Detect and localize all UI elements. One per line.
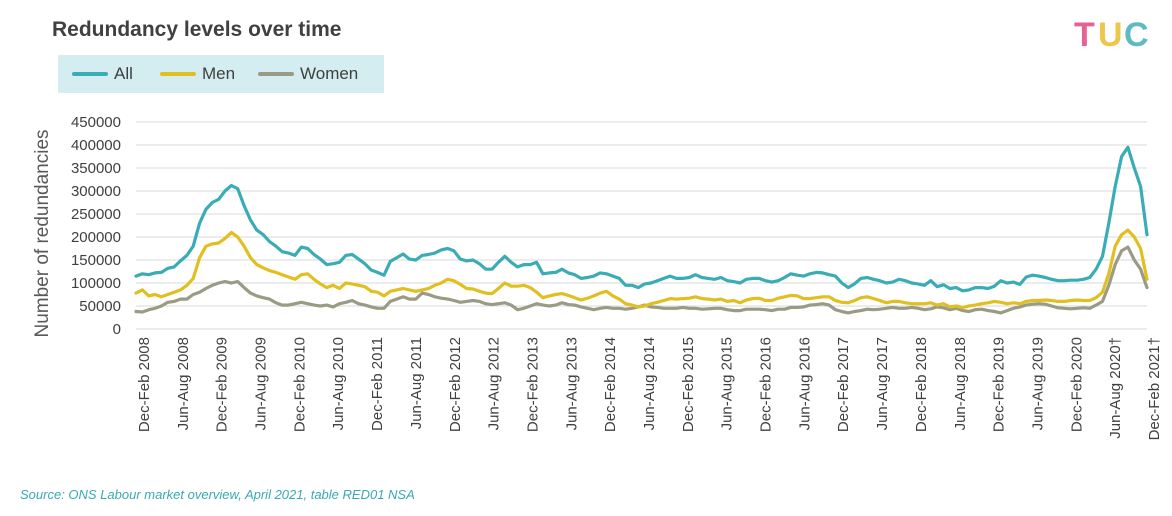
legend-item-men: Men <box>160 63 235 85</box>
x-tick-label: Dec-Feb 2014 <box>602 337 619 432</box>
y-tick-label: 0 <box>113 321 121 338</box>
legend-label-all: All <box>114 64 133 83</box>
x-tick-label: Dec-Feb 2009 <box>214 337 231 432</box>
x-tick-label: Dec-Feb 2010 <box>291 337 308 432</box>
y-tick-label: 200000 <box>71 229 121 246</box>
logo-letter-t: T <box>1074 16 1095 52</box>
x-tick-label: Jun-Aug 2020† <box>1107 337 1124 439</box>
x-tick-label: Jun-Aug 2008 <box>175 337 192 430</box>
legend-label-women: Women <box>300 64 359 83</box>
x-tick-label: Dec-Feb 2016 <box>758 337 775 432</box>
legend-item-all: All <box>72 63 133 85</box>
y-tick-label: 400000 <box>71 137 121 154</box>
x-tick-label: Jun-Aug 2019 <box>1029 337 1046 430</box>
x-tick-label: Dec-Feb 2012 <box>447 337 464 432</box>
y-tick-label: 450000 <box>71 114 121 131</box>
chart-legend: All Men Women <box>58 55 384 93</box>
y-tick-label: 250000 <box>71 206 121 223</box>
x-tick-label: Jun-Aug 2015 <box>719 337 736 430</box>
legend-swatch-all <box>72 72 108 76</box>
legend-item-women: Women <box>258 63 358 85</box>
source-note: Source: ONS Labour market overview, Apri… <box>20 487 415 502</box>
x-tick-label: Dec-Feb 2015 <box>680 337 697 432</box>
legend-label-men: Men <box>202 64 236 83</box>
x-tick-label: Jun-Aug 2011 <box>408 337 425 429</box>
y-tick-label: 350000 <box>71 160 121 177</box>
x-tick-label: Dec-Feb 2018 <box>913 337 930 432</box>
x-tick-label: Dec-Feb 2019 <box>991 337 1008 432</box>
x-tick-label: Jun-Aug 2010 <box>330 337 347 430</box>
series-line-all <box>134 145 1149 293</box>
x-tick-label: Dec-Feb 2021† <box>1146 337 1163 440</box>
logo-letter-u: U <box>1098 16 1123 52</box>
legend-swatch-women <box>258 72 294 76</box>
x-tick-label: Dec-Feb 2008 <box>136 337 153 432</box>
x-tick-label: Jun-Aug 2014 <box>641 337 658 430</box>
y-tick-label: 300000 <box>71 183 121 200</box>
x-tick-label: Jun-Aug 2009 <box>253 337 270 430</box>
x-tick-label: Jun-Aug 2013 <box>563 337 580 430</box>
x-tick-label: Dec-Feb 2020 <box>1068 337 1085 432</box>
logo-letter-c: C <box>1124 16 1149 52</box>
chart-title: Redundancy levels over time <box>52 18 342 41</box>
x-tick-label: Jun-Aug 2018 <box>952 337 969 430</box>
tuc-logo: T U C <box>1072 12 1152 54</box>
x-tick-label: Dec-Feb 2017 <box>835 337 852 432</box>
y-axis-title: Number of redundancies <box>32 129 53 337</box>
legend-swatch-men <box>160 72 196 76</box>
x-tick-label: Dec-Feb 2013 <box>524 337 541 432</box>
x-tick-label: Dec-Feb 2011 <box>369 337 386 431</box>
x-tick-label: Jun-Aug 2017 <box>874 337 891 430</box>
series-line-men <box>134 228 1149 309</box>
y-tick-label: 150000 <box>71 252 121 269</box>
y-tick-label: 50000 <box>79 298 121 315</box>
y-tick-label: 100000 <box>71 275 121 292</box>
x-tick-label: Jun-Aug 2012 <box>486 337 503 430</box>
x-tick-label: Jun-Aug 2016 <box>796 337 813 430</box>
